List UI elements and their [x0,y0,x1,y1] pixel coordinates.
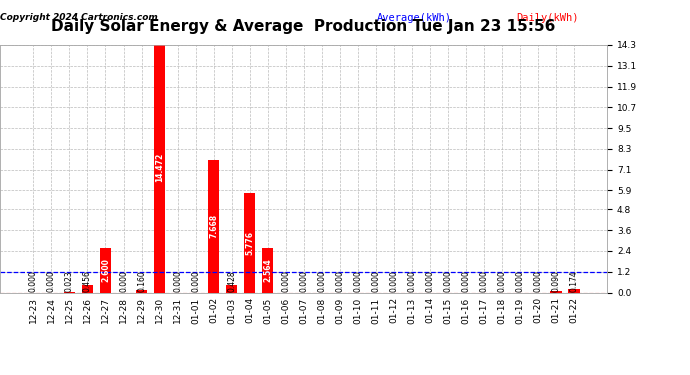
Text: 2.564: 2.564 [263,258,272,282]
Text: 0.000: 0.000 [443,270,452,292]
Text: 0.428: 0.428 [227,270,236,292]
Bar [99,248,111,292]
Text: 0.000: 0.000 [119,270,128,292]
Text: 0.000: 0.000 [461,270,470,292]
Text: 0.000: 0.000 [497,270,506,292]
Text: 0.090: 0.090 [551,270,560,292]
Text: 0.000: 0.000 [173,270,182,292]
Bar [81,285,93,292]
Text: 0.000: 0.000 [479,270,489,292]
Bar [226,285,237,292]
Text: Daily Solar Energy & Average  Production Tue Jan 23 15:56: Daily Solar Energy & Average Production … [52,19,555,34]
Text: 7.668: 7.668 [209,214,218,238]
Bar [568,290,580,292]
Text: 0.023: 0.023 [65,270,74,292]
Text: 0.000: 0.000 [191,270,200,292]
Bar [244,192,255,292]
Text: Average(kWh): Average(kWh) [377,13,451,23]
Bar [136,290,148,292]
Text: Copyright 2024 Cartronics.com: Copyright 2024 Cartronics.com [0,13,158,22]
Text: 0.000: 0.000 [29,270,38,292]
Bar [550,291,562,292]
Text: 14.472: 14.472 [155,153,164,182]
Text: 0.174: 0.174 [569,270,578,292]
Text: 0.000: 0.000 [335,270,344,292]
Text: 0.000: 0.000 [371,270,380,292]
Text: 0.000: 0.000 [533,270,542,292]
Text: 0.000: 0.000 [407,270,416,292]
Text: 0.000: 0.000 [515,270,524,292]
Text: Daily(kWh): Daily(kWh) [516,13,579,23]
Text: 0.000: 0.000 [353,270,362,292]
Text: 0.000: 0.000 [47,270,56,292]
Text: 0.000: 0.000 [281,270,290,292]
Bar [154,42,166,292]
Text: 0.456: 0.456 [83,270,92,292]
Text: 2.600: 2.600 [101,258,110,282]
Bar [208,160,219,292]
Text: 0.000: 0.000 [389,270,398,292]
Text: 0.160: 0.160 [137,270,146,292]
Text: 0.000: 0.000 [425,270,434,292]
Text: 0.000: 0.000 [317,270,326,292]
Text: 5.776: 5.776 [245,231,254,255]
Text: 0.000: 0.000 [299,270,308,292]
Bar [262,248,273,292]
